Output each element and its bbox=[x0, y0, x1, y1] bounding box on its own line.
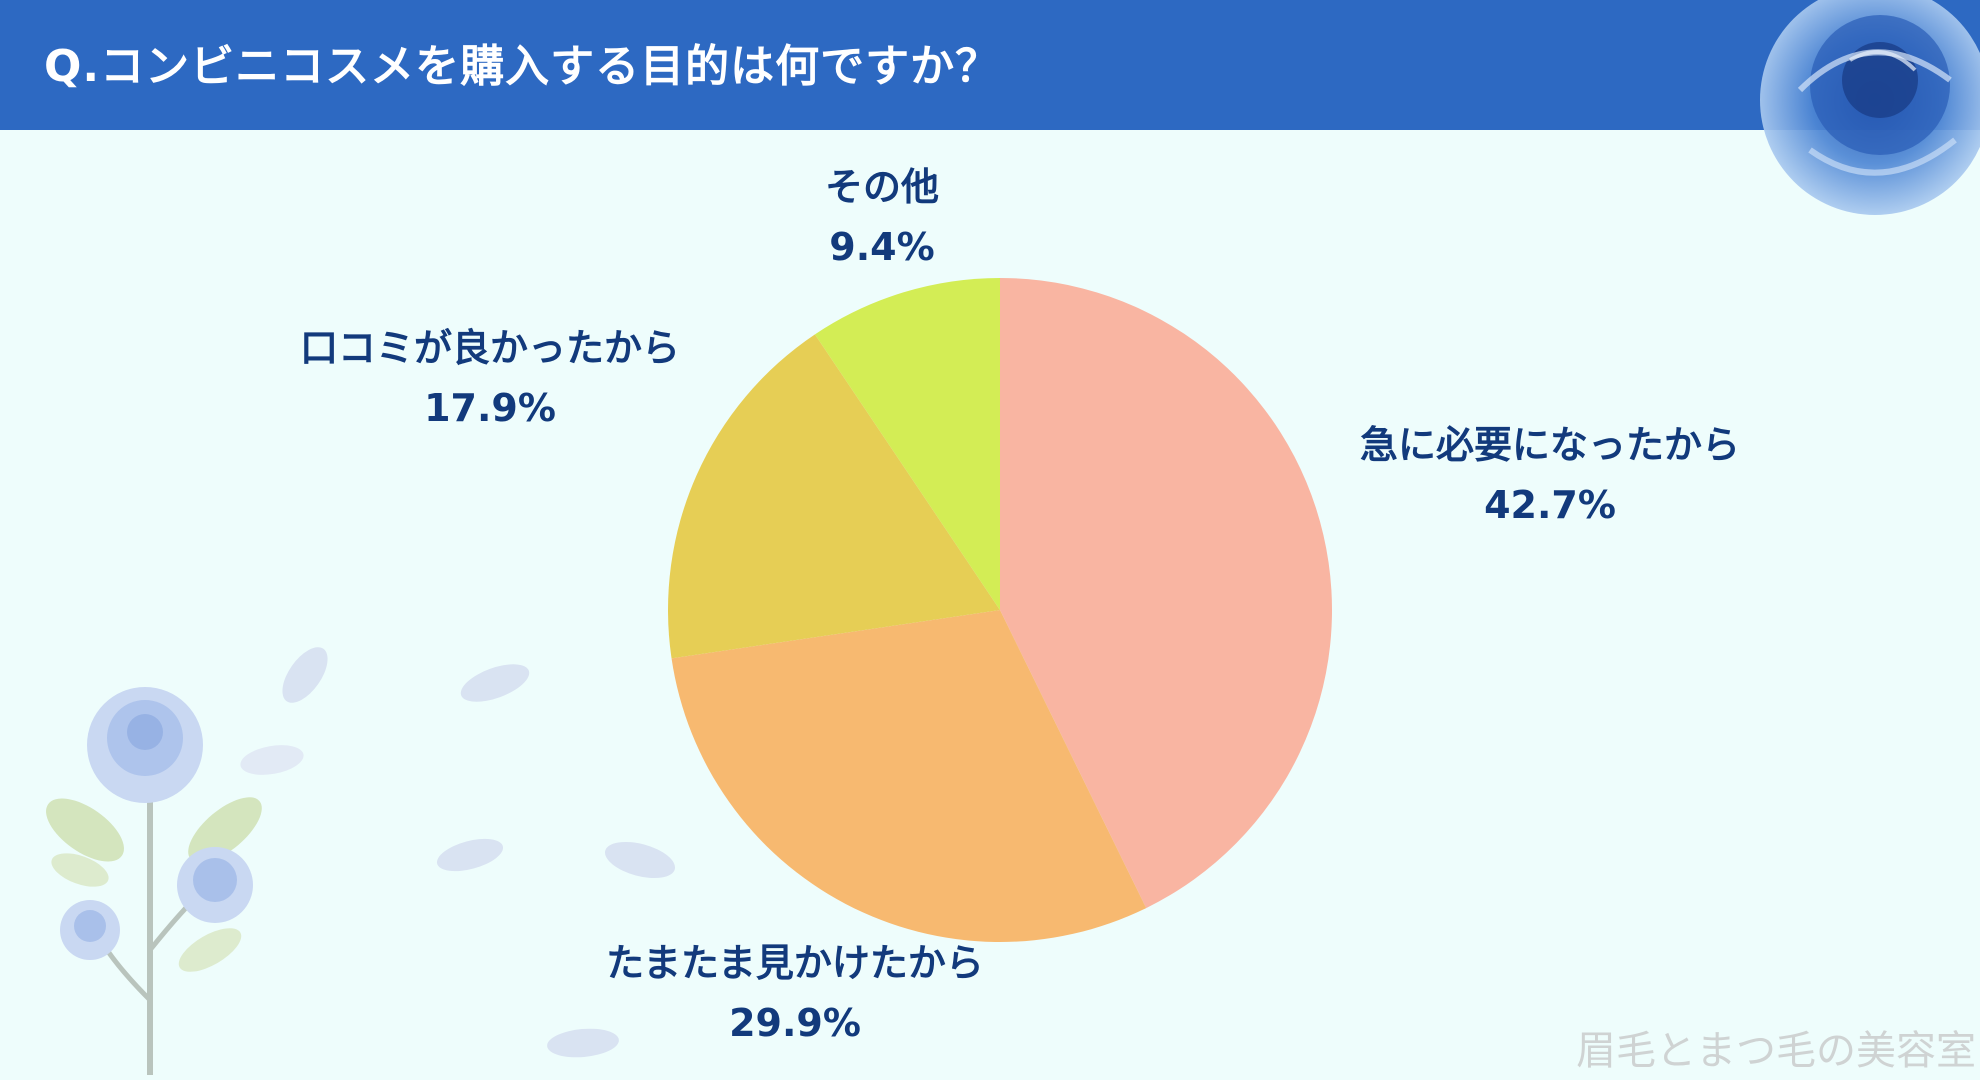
pie-label: たまたま見かけたから 29.9% bbox=[606, 933, 984, 1053]
slice-label: たまたま見かけたから bbox=[606, 941, 984, 985]
header-bar: Q.コンビニコスメを購入する目的は何ですか？ bbox=[0, 0, 1980, 130]
pie-slice bbox=[667, 334, 1000, 659]
pie-label: その他 9.4% bbox=[825, 157, 939, 277]
pie-slice bbox=[671, 610, 1147, 942]
slice-label: その他 bbox=[824, 165, 940, 209]
slice-value: 17.9% bbox=[424, 386, 556, 430]
pie-slice bbox=[814, 278, 1000, 610]
pie-slice bbox=[1000, 278, 1332, 909]
slice-label: 口コミが良かったから bbox=[299, 326, 681, 370]
slice-value: 9.4% bbox=[829, 225, 935, 269]
slice-label: 急に必要になったから bbox=[1359, 423, 1741, 467]
watermark: 眉毛とまつ毛の美容室 bbox=[1576, 1028, 1976, 1074]
pie-label: 急に必要になったから 42.7% bbox=[1360, 415, 1740, 535]
slice-value: 42.7% bbox=[1484, 483, 1616, 527]
slice-value: 29.9% bbox=[729, 1001, 861, 1045]
pie-label: 口コミが良かったから 17.9% bbox=[300, 318, 680, 438]
page-title: Q.コンビニコスメを購入する目的は何ですか？ bbox=[44, 41, 1001, 92]
